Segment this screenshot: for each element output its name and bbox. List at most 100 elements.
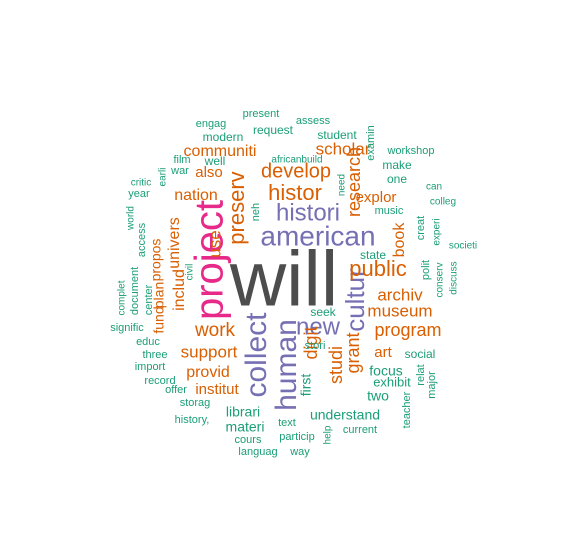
word: scholar bbox=[316, 139, 371, 158]
word: exhibit bbox=[373, 374, 411, 389]
word: stori bbox=[305, 340, 326, 352]
word: two bbox=[367, 388, 389, 404]
word: public bbox=[349, 256, 406, 281]
word: first bbox=[298, 374, 314, 397]
word: access bbox=[136, 222, 148, 257]
word: research bbox=[344, 147, 364, 217]
word: signific bbox=[110, 322, 144, 334]
word: new bbox=[296, 313, 341, 340]
word: discuss bbox=[449, 261, 460, 294]
word: experi bbox=[432, 218, 443, 245]
word: use bbox=[205, 230, 224, 257]
word: storag bbox=[180, 397, 211, 409]
word: three bbox=[142, 349, 167, 361]
word: societi bbox=[449, 241, 477, 252]
word: world bbox=[126, 206, 137, 231]
word: earli bbox=[158, 168, 169, 187]
word: cours bbox=[235, 434, 262, 446]
word: propos bbox=[148, 239, 164, 282]
word: help bbox=[323, 425, 334, 444]
word: war bbox=[170, 165, 189, 177]
word: institut bbox=[195, 381, 239, 398]
word: polit bbox=[420, 260, 432, 280]
word: explor bbox=[356, 189, 397, 206]
word: book bbox=[391, 222, 408, 258]
word: text bbox=[278, 417, 296, 429]
word: request bbox=[253, 123, 294, 137]
word: also bbox=[195, 164, 223, 181]
word: support bbox=[181, 342, 238, 361]
word: includ bbox=[171, 269, 188, 311]
word: year bbox=[128, 188, 150, 200]
word: program bbox=[374, 320, 441, 340]
word: civil bbox=[185, 264, 196, 281]
word: history, bbox=[175, 414, 210, 426]
word: develop bbox=[261, 160, 331, 182]
word: histor bbox=[268, 180, 322, 205]
word: engag bbox=[196, 118, 227, 130]
word: well bbox=[204, 154, 226, 168]
word: american bbox=[260, 220, 375, 251]
word: one bbox=[387, 172, 407, 186]
word: museum bbox=[367, 301, 432, 320]
word: work bbox=[194, 320, 236, 341]
word: social bbox=[405, 347, 436, 361]
word: focus bbox=[369, 363, 402, 379]
word: educ bbox=[136, 336, 160, 348]
word: record bbox=[144, 375, 175, 387]
word: conserv bbox=[435, 262, 446, 297]
word: art bbox=[374, 344, 392, 361]
word: archiv bbox=[377, 285, 423, 304]
word: project bbox=[188, 200, 232, 320]
word: languag bbox=[238, 446, 277, 458]
word: creat bbox=[415, 216, 427, 240]
word: major bbox=[426, 371, 438, 399]
word: modern bbox=[203, 130, 244, 144]
word: communiti bbox=[184, 143, 257, 160]
word: teacher bbox=[401, 391, 413, 428]
word: human bbox=[270, 319, 303, 411]
word: materi bbox=[226, 419, 265, 435]
word: present bbox=[243, 108, 280, 120]
word: nation bbox=[174, 187, 218, 204]
word: assess bbox=[296, 115, 331, 127]
word: digit bbox=[301, 326, 321, 359]
word: complet bbox=[117, 280, 128, 315]
word: student bbox=[317, 128, 357, 142]
word: studi bbox=[326, 346, 346, 384]
word: can bbox=[426, 182, 442, 193]
word: examin bbox=[365, 125, 377, 160]
word: state bbox=[360, 248, 386, 262]
word: collect bbox=[240, 312, 273, 398]
word: current bbox=[343, 424, 377, 436]
word: particip bbox=[279, 431, 314, 443]
word: relat bbox=[415, 364, 427, 385]
word: plan bbox=[151, 282, 167, 308]
word: univers bbox=[166, 217, 183, 269]
word: import bbox=[135, 361, 166, 373]
word: make bbox=[382, 158, 412, 172]
word: librari bbox=[226, 404, 260, 420]
word: will bbox=[229, 235, 338, 323]
word: neh bbox=[250, 203, 262, 221]
word: document bbox=[129, 267, 141, 315]
word: grant bbox=[343, 332, 363, 373]
word: provid bbox=[186, 364, 230, 381]
word: need bbox=[337, 174, 348, 196]
word: histori bbox=[276, 199, 340, 226]
word: music bbox=[375, 205, 404, 217]
word: way bbox=[289, 446, 310, 458]
word: film bbox=[173, 154, 190, 166]
word: critic bbox=[131, 178, 152, 189]
word: fund bbox=[151, 306, 167, 333]
word: cultur bbox=[340, 268, 370, 332]
word: center bbox=[143, 284, 155, 315]
word: offer bbox=[165, 384, 187, 396]
word: understand bbox=[310, 407, 380, 423]
word: colleg bbox=[430, 197, 456, 208]
word: workshop bbox=[386, 145, 434, 157]
word: africanbuild bbox=[271, 155, 322, 166]
word: seek bbox=[310, 305, 336, 319]
